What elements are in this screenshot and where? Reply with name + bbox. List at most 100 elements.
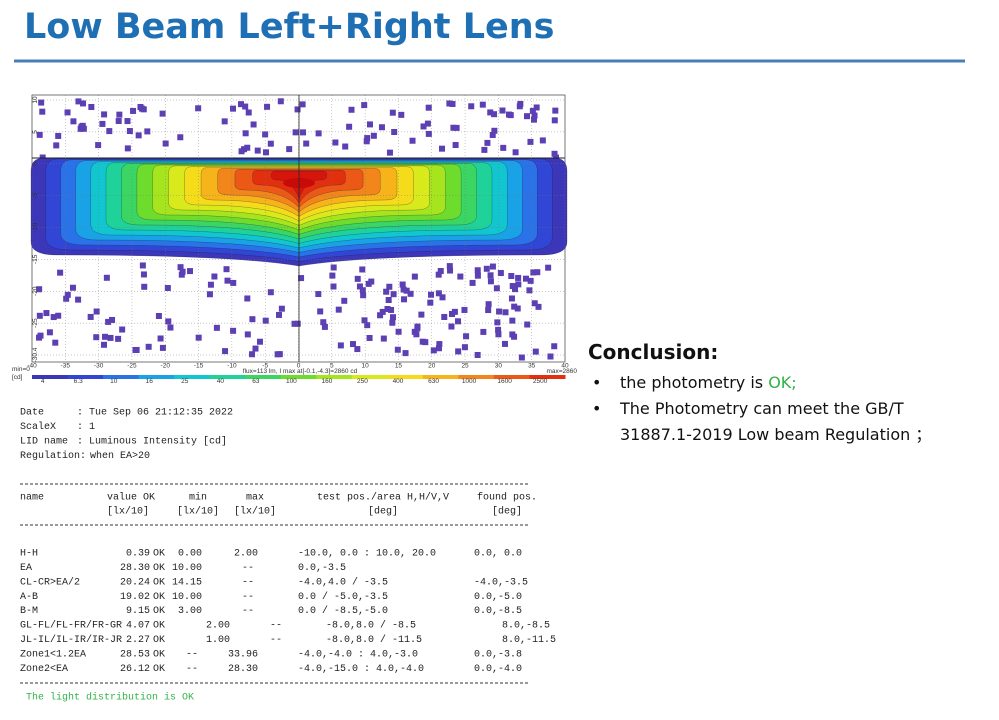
noise-dot [335, 306, 342, 313]
noise-dot [489, 132, 496, 139]
noise-dot [526, 287, 533, 294]
noise-dot [132, 347, 139, 354]
noise-dot [317, 308, 324, 315]
noise-dot [315, 291, 322, 298]
noise-dot [439, 294, 446, 301]
row-value: 26.12 [120, 664, 150, 675]
noise-dot [36, 286, 43, 293]
row-test: -4.0,4.0 / -3.5 [298, 576, 388, 588]
noise-dot [53, 142, 60, 149]
noise-dot [523, 113, 530, 120]
noise-dot [101, 111, 108, 118]
flux-label: flux=113 lm, I max at[-0.1,-4.3]=2860 cd [243, 368, 358, 375]
noise-dot [80, 100, 87, 107]
noise-dot [244, 331, 251, 338]
max-label: max=2860 [546, 368, 577, 375]
info-key: ScaleX [20, 421, 56, 433]
report-footer: The light distribution is OK [26, 692, 194, 704]
noise-dot [531, 112, 538, 119]
noise-dot [126, 128, 133, 135]
noise-dot [450, 124, 457, 131]
noise-dot [493, 285, 500, 292]
noise-dot [527, 277, 534, 284]
noise-dot [495, 326, 502, 333]
noise-dot [389, 109, 396, 116]
noise-dot [46, 329, 53, 336]
row-name: Zone2<EA [20, 664, 68, 675]
noise-dot [435, 345, 442, 352]
row-found: 0.0,-5.0 [474, 592, 522, 603]
noise-dot [361, 317, 368, 324]
colorbar-cell [422, 375, 459, 379]
noise-dot [390, 291, 397, 298]
noise-dot [487, 272, 494, 279]
colorbar-cell [280, 375, 317, 379]
noise-dot [275, 311, 282, 318]
noise-dot [115, 118, 122, 125]
row-name: B-M [20, 606, 38, 617]
noise-dot [238, 101, 245, 108]
noise-dot [497, 270, 504, 277]
row-min: 2.00 [206, 621, 230, 632]
noise-dot [88, 104, 95, 111]
noise-dot [79, 122, 86, 129]
table-header: [deg] [368, 506, 398, 518]
noise-dot [479, 101, 486, 108]
colorbar-label: 40 [217, 378, 225, 385]
noise-dot [524, 321, 531, 328]
noise-dot [155, 312, 162, 319]
row-value: 2.27 [126, 635, 150, 646]
noise-dot [249, 351, 256, 358]
noise-dot [453, 124, 460, 131]
noise-dot [370, 132, 377, 139]
noise-dot [501, 340, 508, 347]
row-name: EA [20, 563, 32, 574]
unit-label: [cd] [12, 374, 23, 381]
conclusion: Conclusion: the photometry is OK; The Ph… [588, 340, 968, 448]
row-test: 0.0 / -5.0,-3.5 [298, 591, 388, 603]
noise-dot [107, 334, 114, 341]
y-tick-label: -10 [32, 222, 39, 232]
row-value: 9.15 [126, 606, 150, 617]
row-name: JL-IL/IL-IR/IR-JR [20, 634, 122, 646]
noise-dot [360, 292, 367, 299]
noise-dot [425, 130, 432, 137]
noise-dot [386, 149, 393, 156]
noise-dot [420, 123, 427, 130]
colorbar-label: 10 [110, 378, 118, 385]
row-min: 10.00 [172, 592, 202, 603]
info-value: when EA>20 [90, 450, 150, 462]
y-tick-label: -15 [32, 254, 39, 264]
row-name: H-H [20, 549, 38, 560]
bullet-text: The Photometry can meet the GB/T 31887.1… [620, 399, 932, 444]
row-name: GL-FL/FL-FR/FR-GR [20, 620, 122, 632]
noise-dot [124, 118, 131, 125]
row-found: 0.0, 0.0 [474, 549, 522, 560]
noise-dot [39, 108, 46, 115]
noise-dot [395, 328, 402, 335]
noise-dot [485, 307, 492, 314]
noise-dot [481, 146, 488, 153]
noise-dot [244, 295, 251, 302]
noise-dot [419, 338, 426, 345]
table-header: max [246, 493, 264, 504]
noise-dot [449, 100, 456, 107]
noise-dot [294, 320, 301, 327]
noise-dot [69, 284, 76, 291]
noise-dot [386, 283, 393, 290]
table-header: [lx/10] [177, 506, 219, 518]
noise-dot [278, 305, 285, 312]
noise-dot [157, 335, 164, 342]
row-test: -4.0,-15.0 : 4.0,-4.0 [298, 664, 424, 675]
row-value: 0.39 [126, 549, 150, 560]
noise-dot [545, 264, 552, 271]
row-found: 8.0,-11.5 [502, 635, 556, 646]
noise-dot [99, 120, 106, 127]
row-found: 0.0,-8.5 [474, 606, 522, 617]
scatter-noise [36, 98, 560, 361]
x-tick-label: 40 [561, 363, 569, 370]
noise-dot [409, 137, 416, 144]
noise-dot [424, 120, 431, 127]
noise-dot [401, 296, 408, 303]
noise-dot [359, 287, 366, 294]
